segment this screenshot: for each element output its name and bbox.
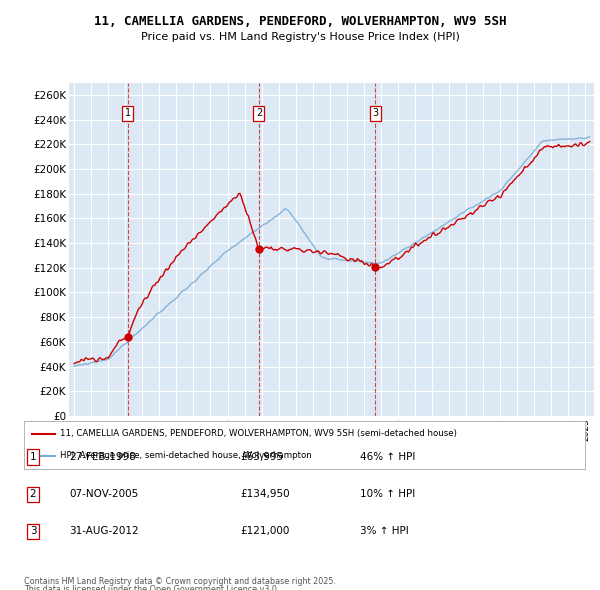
Text: This data is licensed under the Open Government Licence v3.0.: This data is licensed under the Open Gov…: [24, 585, 280, 590]
Text: £134,950: £134,950: [240, 489, 290, 499]
Text: 3: 3: [372, 109, 379, 119]
Text: 11, CAMELLIA GARDENS, PENDEFORD, WOLVERHAMPTON, WV9 5SH (semi-detached house): 11, CAMELLIA GARDENS, PENDEFORD, WOLVERH…: [61, 430, 457, 438]
Text: 46% ↑ HPI: 46% ↑ HPI: [360, 452, 415, 462]
Text: 3% ↑ HPI: 3% ↑ HPI: [360, 526, 409, 536]
Text: 2: 2: [29, 489, 37, 499]
Text: 10% ↑ HPI: 10% ↑ HPI: [360, 489, 415, 499]
Text: 2: 2: [256, 109, 262, 119]
Text: £121,000: £121,000: [240, 526, 289, 536]
Text: HPI: Average price, semi-detached house, Wolverhampton: HPI: Average price, semi-detached house,…: [61, 451, 312, 460]
Text: Contains HM Land Registry data © Crown copyright and database right 2025.: Contains HM Land Registry data © Crown c…: [24, 577, 336, 586]
Text: 07-NOV-2005: 07-NOV-2005: [69, 489, 138, 499]
Text: 31-AUG-2012: 31-AUG-2012: [69, 526, 139, 536]
Text: 27-FEB-1998: 27-FEB-1998: [69, 452, 136, 462]
Text: 1: 1: [125, 109, 131, 119]
Text: 11, CAMELLIA GARDENS, PENDEFORD, WOLVERHAMPTON, WV9 5SH: 11, CAMELLIA GARDENS, PENDEFORD, WOLVERH…: [94, 15, 506, 28]
Text: 3: 3: [29, 526, 37, 536]
Text: £63,995: £63,995: [240, 452, 283, 462]
Text: 1: 1: [29, 452, 37, 462]
Text: Price paid vs. HM Land Registry's House Price Index (HPI): Price paid vs. HM Land Registry's House …: [140, 32, 460, 42]
